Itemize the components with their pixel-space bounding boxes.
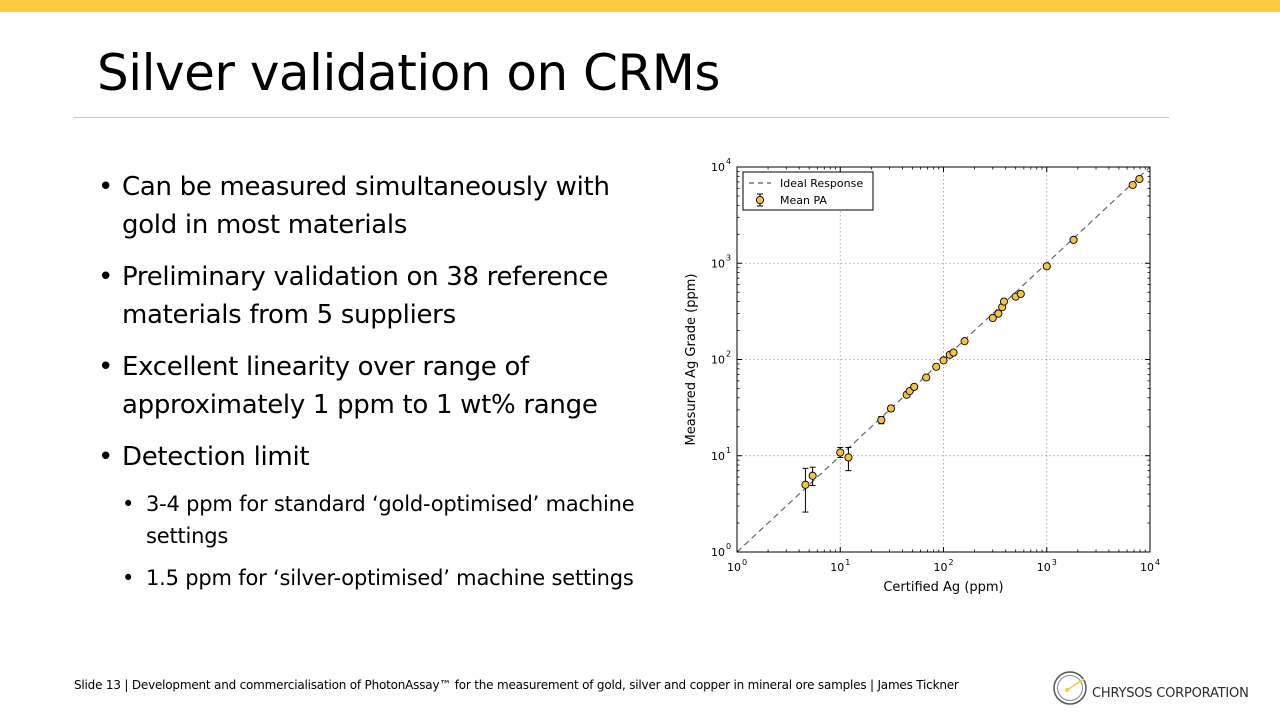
legend-mean-pa-marker [755,193,765,207]
data-point [877,415,886,425]
x-tick-exponent: 1 [845,558,850,567]
company-name: CHRYSOS CORPORATION [1092,686,1249,701]
data-marker [932,362,941,371]
data-point [1016,289,1025,298]
y-tick-exponent: 1 [726,446,731,455]
data-marker [1128,180,1137,190]
data-point [836,446,845,458]
data-marker [949,348,958,357]
x-tick-label: 10 [830,561,844,574]
scatter-chart: 10 0 10 1 10 2 10 3 10 410 010 110 210 310 4 Certified… [684,157,1160,595]
data-marker [844,453,853,462]
data-point [949,348,958,357]
data-marker [939,356,948,365]
data-marker [999,297,1008,306]
data-point [932,362,941,371]
x-tick-label: 10 [934,561,948,574]
mean-pa-series [801,174,1144,513]
y-tick-label: 10 [711,546,725,559]
legend-label-ideal-response: Ideal Response [780,177,863,190]
x-tick-exponent: 3 [1052,558,1057,567]
x-tick-exponent: 4 [1155,558,1160,567]
data-marker [1016,289,1025,298]
x-tick-label: 10 [727,561,741,574]
title-divider [74,117,1169,118]
y-tick-exponent: 0 [726,542,731,551]
sub-bullet-item: 1.5 ppm for ‘silver-optimised’ machine s… [122,562,638,594]
chrysos-logo: CHRYSOS CORPORATION [1052,668,1252,708]
x-tick-exponent: 0 [742,558,747,567]
y-tick-exponent: 2 [726,350,731,359]
slide-footer: Slide 13 | Development and commercialisa… [74,678,959,692]
bullet-item: Can be measured simultaneously with gold… [98,168,638,244]
bullet-item: Excellent linearity over range of approx… [98,348,638,424]
data-point [844,446,853,472]
data-point [994,309,1003,318]
top-accent-bar [0,0,1280,12]
y-tick-exponent: 4 [726,157,731,166]
data-marker [1042,262,1051,271]
bullet-item-label: Detection limit [122,442,310,472]
data-marker [922,373,931,382]
data-point [801,467,810,513]
bullet-list: Can be measured simultaneously with gold… [98,168,638,608]
slide-title: Silver validation on CRMs [97,44,720,102]
data-marker [1135,174,1144,184]
x-tick-exponent: 2 [949,558,954,567]
legend-label-mean-pa: Mean PA [780,194,827,207]
data-marker [910,382,919,391]
data-marker [960,337,969,346]
data-point [1135,174,1144,184]
data-point [988,313,997,323]
data-point [808,466,817,487]
axis-ticks: 10 0 10 1 10 2 10 3 10 410 010 110 210 310 4 [711,157,1160,574]
data-marker [801,480,810,489]
sub-bullet-item: 3-4 ppm for standard ‘gold-optimised’ ma… [122,488,638,552]
sub-bullet-list: 3-4 ppm for standard ‘gold-optimised’ ma… [122,488,638,594]
data-point [960,337,969,346]
data-point [910,382,919,391]
x-tick-label: 10 [1140,561,1154,574]
y-tick-label: 10 [711,450,725,463]
y-tick-label: 10 [711,161,725,174]
data-point [886,404,896,413]
data-marker [836,448,845,457]
data-point [922,373,931,382]
data-point [1128,180,1137,190]
data-point [1042,262,1051,271]
y-axis-label: Measured Ag Grade (ppm) [684,274,699,446]
data-point [999,297,1008,306]
x-axis-label: Certified Ag (ppm) [883,580,1003,595]
data-marker [877,415,886,425]
y-tick-label: 10 [711,354,725,367]
bullet-item-detection-limit: Detection limit 3-4 ppm for standard ‘go… [98,438,638,594]
legend-marker-dot [755,195,765,205]
data-marker [1069,235,1078,244]
bullet-item: Preliminary validation on 38 reference m… [98,258,638,334]
data-point [939,356,948,365]
x-tick-label: 10 [1037,561,1051,574]
legend: Ideal Response Mean PA [742,171,874,211]
chrysos-logo-icon [1053,671,1087,705]
y-tick-label: 10 [711,257,725,270]
data-marker [988,313,997,323]
data-marker [994,309,1003,318]
legend-box [742,171,874,211]
data-point [1069,235,1078,244]
y-tick-exponent: 3 [726,253,731,262]
data-marker [808,471,817,480]
data-marker [886,404,896,413]
